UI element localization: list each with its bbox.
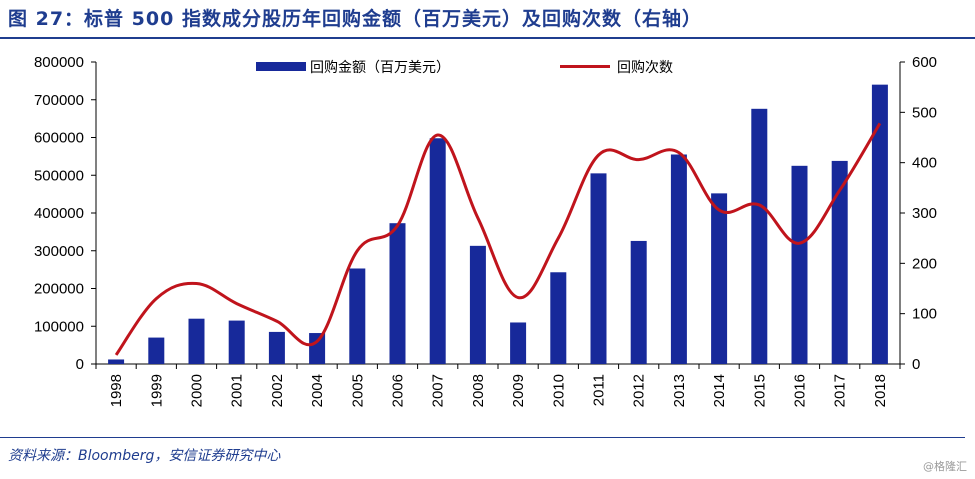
x-tick-label: 2017 xyxy=(832,374,849,407)
x-tick-label: 2006 xyxy=(390,374,407,407)
x-tick-label: 2007 xyxy=(430,374,447,407)
x-tick-label: 2014 xyxy=(711,374,728,407)
x-tick-label: 2009 xyxy=(510,374,527,407)
watermark: @格隆汇 xyxy=(923,460,967,473)
y-left-tick-label: 300000 xyxy=(34,243,84,260)
legend-bar-swatch xyxy=(256,62,306,71)
legend-line-label: 回购次数 xyxy=(617,60,673,76)
x-tick-label: 2000 xyxy=(189,374,206,407)
bar-2005 xyxy=(349,268,366,364)
y-left-tick-label: 600000 xyxy=(34,130,84,147)
x-tick-label: 2012 xyxy=(631,374,648,407)
bar-2006 xyxy=(389,223,406,364)
y-right-tick-label: 0 xyxy=(912,356,920,373)
source-note: 资料来源：Bloomberg，安信证券研究中心 xyxy=(8,448,281,464)
y-left-tick-label: 200000 xyxy=(34,281,84,298)
source-rule xyxy=(0,437,965,438)
ticks-group: 0 100000 200000 300000 400000 500000 600000 700… xyxy=(34,54,937,407)
x-tick-label: 2010 xyxy=(550,374,567,407)
bar-2016 xyxy=(791,165,808,364)
bar-2010 xyxy=(550,272,567,364)
y-right-tick-label: 200 xyxy=(912,255,937,272)
bar-2014 xyxy=(711,193,728,364)
chart-title: 图 27：标普 500 指数成分股历年回购金额（百万美元）及回购次数（右轴） xyxy=(8,8,702,30)
y-left-tick-label: 500000 xyxy=(34,167,84,184)
x-tick-label: 2016 xyxy=(792,374,809,407)
x-tick-label: 2004 xyxy=(309,374,326,407)
y-right-tick-label: 500 xyxy=(912,104,937,121)
buyback-count-line xyxy=(114,122,882,356)
y-left-tick-label: 100000 xyxy=(34,318,84,335)
y-left-tick-label: 400000 xyxy=(34,205,84,222)
x-tick-label: 2015 xyxy=(751,374,768,407)
bar-2000 xyxy=(188,318,205,364)
legend: 回购金额（百万美元） 回购次数 xyxy=(256,60,673,76)
x-tick-label: 2001 xyxy=(229,374,246,407)
x-tick-label: 2002 xyxy=(269,374,286,407)
bar-2013 xyxy=(670,154,687,364)
x-tick-label: 2005 xyxy=(349,374,366,407)
bar-2011 xyxy=(590,173,607,364)
bar-2004 xyxy=(309,333,326,364)
bar-2009 xyxy=(510,322,527,364)
axes-group xyxy=(95,62,901,365)
bar-2012 xyxy=(630,240,647,364)
y-right-tick-label: 600 xyxy=(912,54,937,71)
bar-1999 xyxy=(148,337,165,364)
bar-2015 xyxy=(751,108,768,364)
title-rule xyxy=(0,37,975,39)
x-tick-label: 1998 xyxy=(108,374,125,407)
bar-2002 xyxy=(268,331,285,364)
line-group xyxy=(114,122,882,356)
bar-2008 xyxy=(469,245,486,364)
y-left-tick-label: 700000 xyxy=(34,92,84,109)
x-tick-label: 2018 xyxy=(872,374,889,407)
bar-2001 xyxy=(228,320,245,364)
bar-2017 xyxy=(831,160,848,364)
y-right-tick-label: 300 xyxy=(912,205,937,222)
y-right-tick-label: 100 xyxy=(912,306,937,323)
bar-2018 xyxy=(871,84,888,365)
bars-group xyxy=(108,84,888,365)
y-left-tick-label: 800000 xyxy=(34,54,84,71)
x-tick-label: 1999 xyxy=(148,374,165,407)
y-left-tick-label: 0 xyxy=(76,356,84,373)
x-tick-label: 2008 xyxy=(470,374,487,407)
legend-bar-label: 回购金额（百万美元） xyxy=(310,60,450,76)
y-right-tick-label: 400 xyxy=(912,155,937,172)
x-tick-label: 2013 xyxy=(671,374,688,407)
bar-2007 xyxy=(429,138,446,364)
bar-1998 xyxy=(108,359,125,364)
x-tick-label: 2011 xyxy=(591,374,608,406)
